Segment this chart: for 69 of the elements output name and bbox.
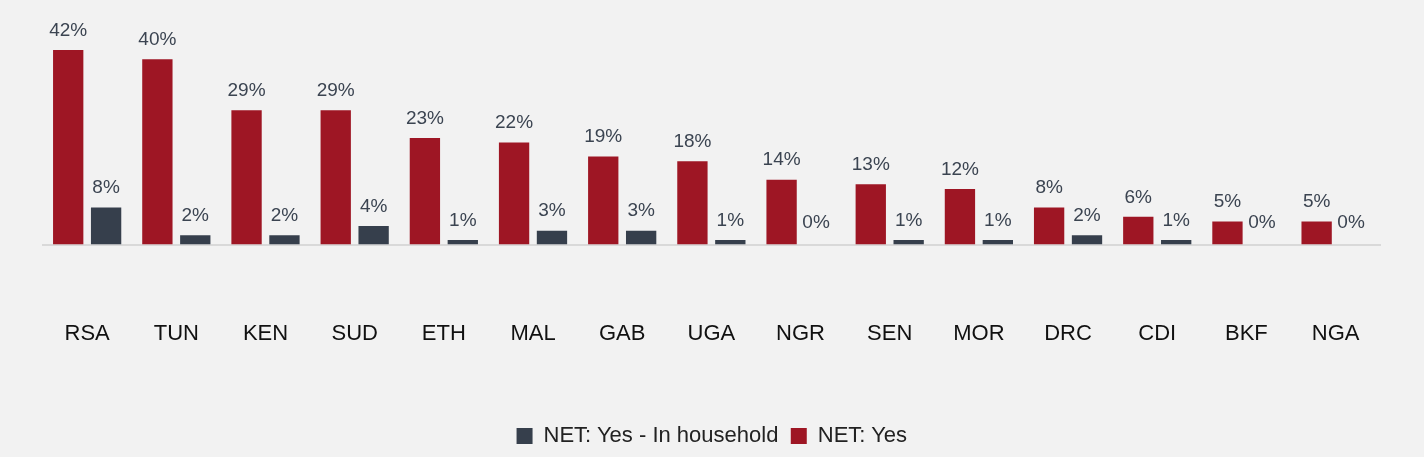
data-label: 42% [49, 18, 88, 40]
bar [625, 230, 657, 245]
x-tick-label: MAL [510, 319, 556, 345]
data-label: 29% [227, 78, 266, 100]
x-tick-label: UGA [687, 319, 736, 345]
data-label: 6% [1124, 185, 1153, 207]
data-label: 0% [802, 210, 830, 232]
data-label: 5% [1213, 190, 1242, 212]
bar [677, 161, 708, 245]
data-label: 2% [1073, 204, 1101, 226]
bar [90, 207, 122, 245]
x-tick-label: KEN [242, 319, 289, 345]
bar [1301, 221, 1332, 245]
x-tick-label: BKF [1225, 319, 1268, 345]
data-label: 3% [627, 199, 655, 221]
bar [498, 142, 530, 245]
data-label: 2% [270, 204, 299, 226]
x-tick-label: SEN [867, 319, 913, 345]
bar [53, 49, 84, 245]
x-tick-label: NGR [776, 319, 825, 345]
data-label: 29% [316, 78, 355, 100]
data-label: 1% [894, 208, 923, 230]
bar [231, 110, 262, 245]
data-label: 19% [584, 125, 623, 147]
data-label: 40% [138, 27, 177, 49]
data-label: 1% [984, 208, 1012, 230]
bar [320, 110, 351, 245]
data-label: 3% [538, 199, 566, 221]
data-label: 12% [940, 157, 980, 179]
data-label: 0% [1337, 210, 1365, 232]
data-label: 14% [762, 148, 801, 170]
x-tick-label: TUN [153, 319, 199, 345]
bar [1123, 216, 1154, 245]
data-label: 4% [359, 194, 388, 216]
bar [180, 235, 211, 245]
bar [1071, 235, 1103, 245]
legend-label: NET: Yes [817, 422, 908, 448]
data-label: 1% [1162, 208, 1191, 230]
bar [588, 156, 619, 245]
bar [1212, 221, 1243, 245]
x-tick-label: DRC [1044, 319, 1092, 345]
data-label: 22% [495, 111, 534, 133]
data-label: 8% [92, 176, 120, 198]
bar [358, 226, 389, 245]
x-tick-label: NGA [1311, 319, 1360, 345]
bar [142, 59, 173, 245]
data-label: 13% [851, 153, 890, 175]
bar [766, 179, 797, 245]
bar [944, 188, 976, 245]
bar [1033, 207, 1065, 245]
x-tick-label: GAB [598, 319, 646, 345]
data-label: 8% [1035, 176, 1063, 198]
data-label: 23% [405, 106, 445, 128]
bar [269, 235, 300, 245]
bar [536, 230, 568, 245]
x-tick-label: RSA [64, 319, 111, 345]
data-label: 18% [673, 129, 712, 151]
x-tick-label: CDI [1138, 319, 1177, 345]
x-tick-label: SUD [331, 319, 378, 345]
bar [409, 137, 441, 245]
data-label: 2% [181, 204, 210, 226]
bar [855, 184, 886, 245]
data-label: 5% [1302, 190, 1331, 212]
x-tick-label: MOR [953, 319, 1005, 345]
data-label: 1% [716, 208, 745, 230]
data-label: 0% [1248, 210, 1276, 232]
legend-label: NET: Yes - In household [543, 422, 779, 448]
x-tick-label: ETH [421, 319, 466, 345]
data-label: 1% [449, 208, 477, 230]
